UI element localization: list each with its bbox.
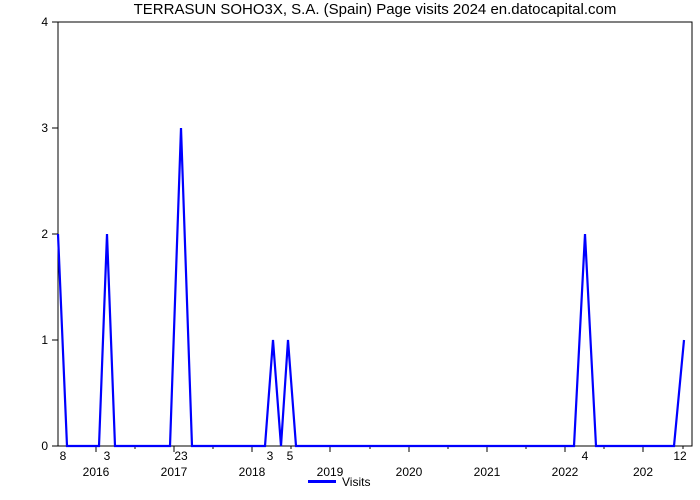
y-tick-label: 3 bbox=[41, 121, 48, 135]
legend-label: Visits bbox=[342, 475, 370, 489]
data-point-label: 3 bbox=[267, 449, 274, 463]
visits-chart: TERRASUN SOHO3X, S.A. (Spain) Page visit… bbox=[0, 0, 700, 500]
x-tick-label: 2017 bbox=[161, 465, 188, 479]
data-point-label: 12 bbox=[673, 449, 687, 463]
data-point-label: 3 bbox=[104, 449, 111, 463]
x-tick-label: 202 bbox=[633, 465, 653, 479]
y-tick-label: 2 bbox=[41, 227, 48, 241]
y-tick-label: 4 bbox=[41, 15, 48, 29]
x-tick-label: 2018 bbox=[239, 465, 266, 479]
x-tick-label: 2021 bbox=[474, 465, 501, 479]
data-point-label: 23 bbox=[174, 449, 188, 463]
data-point-label: 4 bbox=[582, 449, 589, 463]
data-point-label: 5 bbox=[287, 449, 294, 463]
x-tick-label: 2020 bbox=[396, 465, 423, 479]
legend-swatch bbox=[308, 480, 336, 483]
x-tick-label: 2022 bbox=[552, 465, 579, 479]
x-tick-label: 2019 bbox=[317, 465, 344, 479]
y-tick-label: 1 bbox=[41, 333, 48, 347]
x-tick-label: 2016 bbox=[83, 465, 110, 479]
y-tick-label: 0 bbox=[41, 439, 48, 453]
chart-title: TERRASUN SOHO3X, S.A. (Spain) Page visit… bbox=[134, 1, 617, 18]
data-point-label: 8 bbox=[60, 449, 67, 463]
